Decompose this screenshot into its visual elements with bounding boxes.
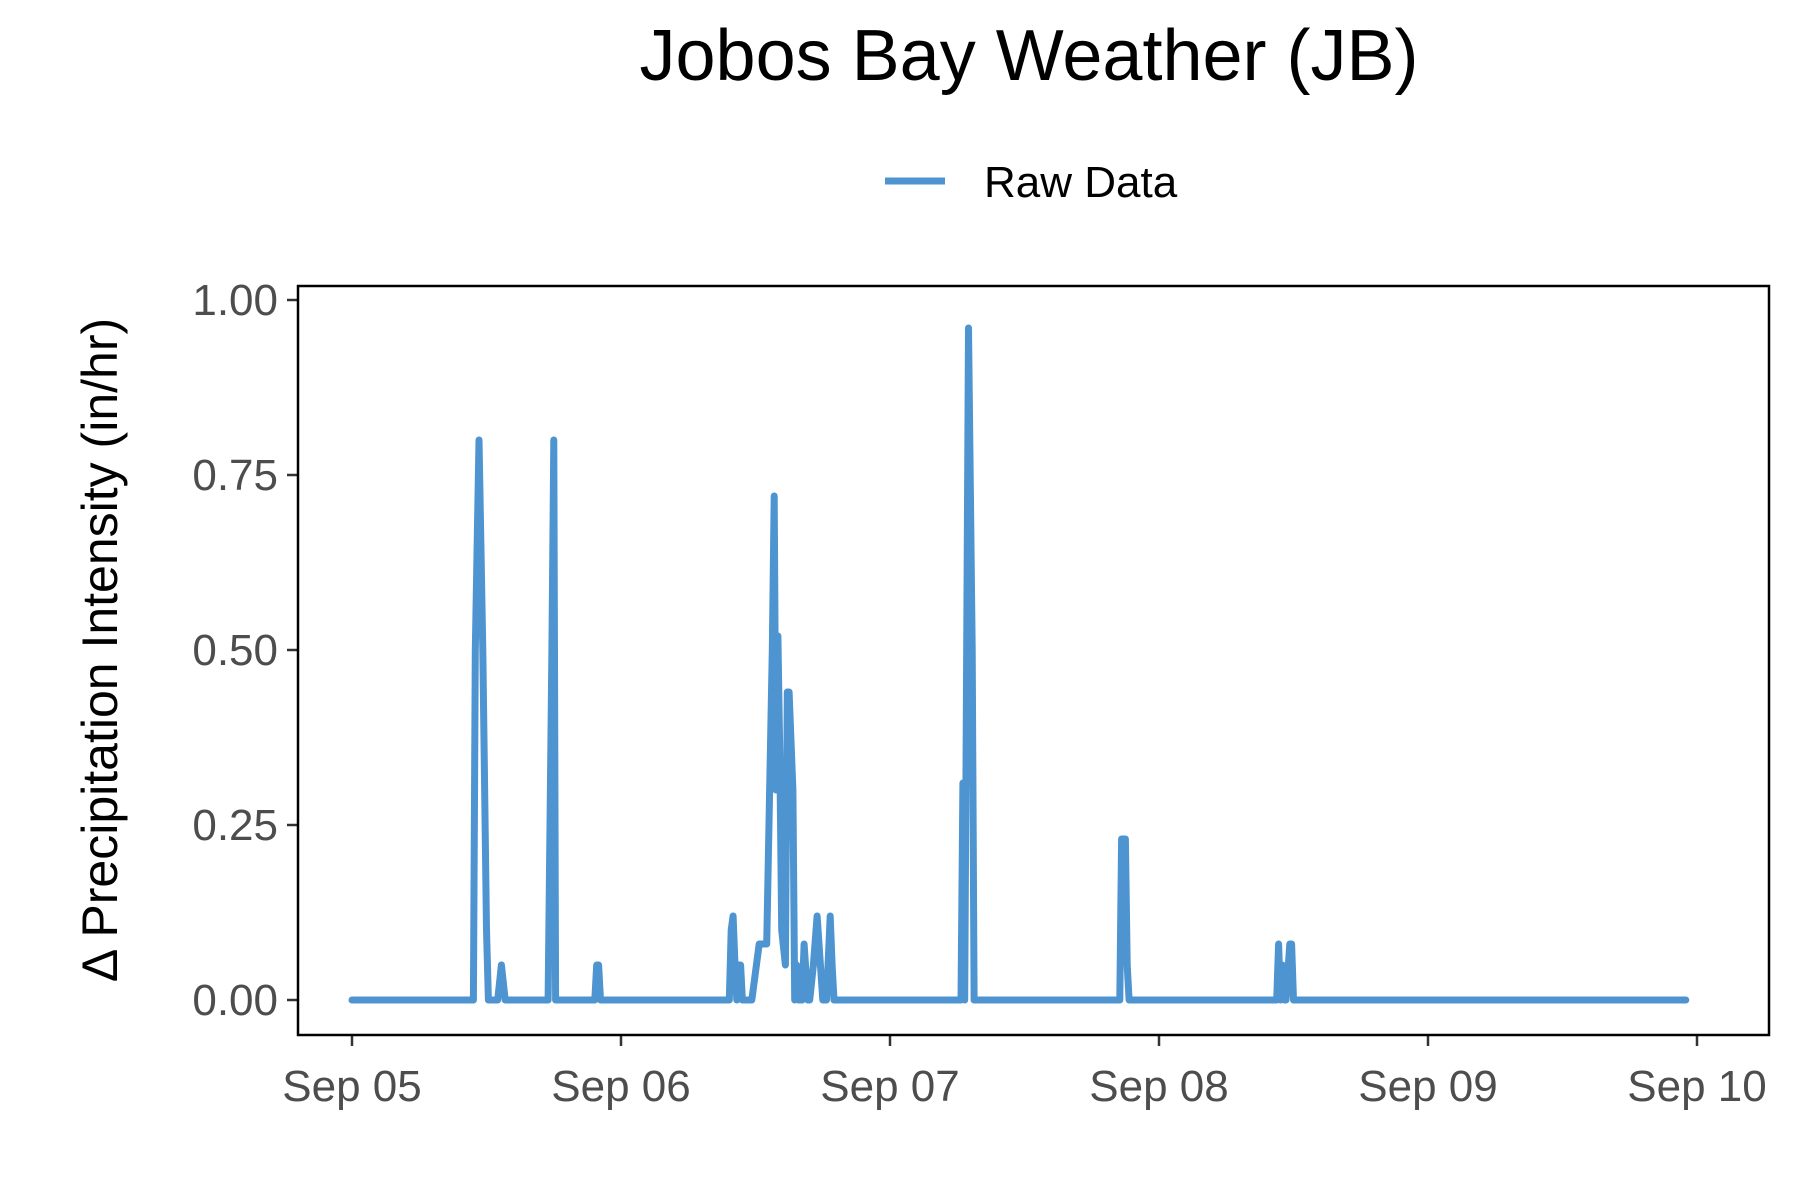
- x-axis: Sep 05 Sep 06 Sep 07 Sep 08 Sep 09 Sep 10: [282, 1035, 1767, 1111]
- plot-panel: [296, 284, 1771, 1037]
- x-tick-label: Sep 08: [1089, 1062, 1228, 1111]
- x-tick-label: Sep 06: [551, 1062, 690, 1111]
- chart-title: Jobos Bay Weather (JB): [640, 16, 1419, 96]
- legend: Raw Data: [885, 158, 1178, 207]
- plot-area: [348, 324, 1690, 1004]
- x-tick-label: Sep 05: [282, 1062, 421, 1111]
- y-tick-label: 0.50: [192, 626, 278, 675]
- y-tick-label: 0.75: [192, 451, 278, 500]
- y-axis-title: Δ Precipitation Intensity (in/hr): [72, 318, 128, 982]
- series-line-0: [348, 324, 1690, 1004]
- y-tick-label: 0.25: [192, 801, 278, 850]
- x-tick-label: Sep 10: [1627, 1062, 1766, 1111]
- y-axis: 0.00 0.25 0.50 0.75 1.00: [192, 276, 298, 1025]
- legend-label: Raw Data: [984, 158, 1178, 207]
- y-tick-label: 1.00: [192, 276, 278, 325]
- x-tick-label: Sep 09: [1358, 1062, 1497, 1111]
- x-tick-label: Sep 07: [820, 1062, 959, 1111]
- y-tick-label: 0.00: [192, 976, 278, 1025]
